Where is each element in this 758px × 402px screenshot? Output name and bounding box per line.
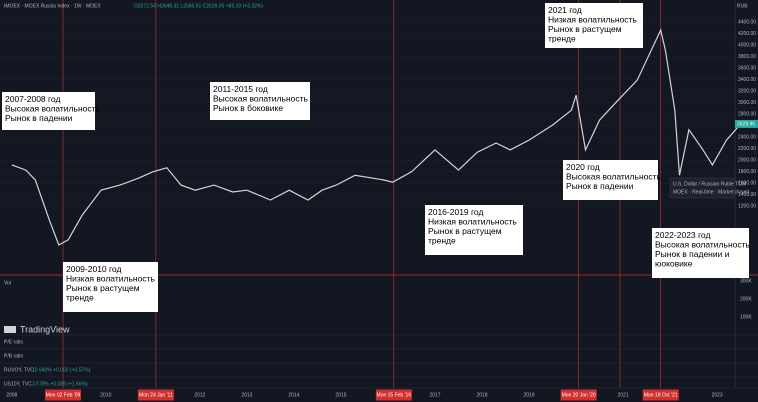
- indicator-name: RUVOY, TVC: [4, 367, 34, 373]
- annotation-text: Рынок в растущем: [428, 226, 502, 236]
- y-tick-label: 1800.00: [738, 169, 756, 175]
- annotation-text: 2016-2019 год: [428, 207, 483, 217]
- x-tick-label: 2018: [476, 392, 487, 398]
- x-tick-label: 2023: [712, 392, 723, 398]
- annotation-text: 2020 год: [566, 162, 600, 172]
- price-line: [11, 28, 742, 246]
- annotation-text: Низкая волатильность: [66, 274, 155, 284]
- annotation-text: Низкая волатильность: [428, 217, 517, 227]
- x-tick-label: 2008: [6, 392, 17, 398]
- y-tick-label: 3200.00: [738, 88, 756, 94]
- y-tick-label: 3000.00: [738, 100, 756, 106]
- last-price-bg: [735, 119, 758, 128]
- y-tick-label: 4200.00: [738, 31, 756, 37]
- annotation-text: Высокая волатильность: [655, 240, 751, 250]
- marker-label-bg: [375, 389, 412, 401]
- x-tick-label: 2021: [618, 392, 629, 398]
- annotation-box: [63, 262, 158, 312]
- y-tick-label: 3600.00: [738, 65, 756, 71]
- y-tick-label: 1400.00: [738, 192, 756, 198]
- annotation-text: Высокая волатильность: [213, 94, 309, 104]
- currency: RUB: [737, 3, 748, 9]
- symbol: IMOEX · MOEX Russia Index · 1W · MOEX: [4, 3, 101, 9]
- annotation-text: Рынок в падении: [566, 181, 634, 191]
- volume-tick: 100K: [740, 314, 752, 320]
- y-tick-label: 3400.00: [738, 77, 756, 83]
- annotation-box: [563, 160, 658, 200]
- y-tick-label: 4000.00: [738, 42, 756, 48]
- marker-label: Mon 15 Feb '16: [377, 392, 412, 398]
- indicator-name: US10Y, TVC: [4, 381, 32, 387]
- x-tick-label: 2014: [288, 392, 299, 398]
- x-tick-label: 2019: [523, 392, 534, 398]
- last-price: 2629.95: [737, 121, 755, 127]
- annotation-text: Рынок в боковике: [213, 103, 283, 113]
- marker-label-bg: [45, 389, 82, 401]
- annotation-text: юоковике: [655, 259, 693, 269]
- annotation-text: 2021 год: [548, 5, 582, 15]
- marker-label-bg: [560, 389, 597, 401]
- annotation-text: тренде: [548, 34, 576, 44]
- annotation-text: Высокая волатильность: [566, 172, 662, 182]
- ohlc: O2572.54 H2648.31 L2565.61 C2629.95 +85.…: [134, 3, 263, 9]
- annotation-text: Низкая волатильность: [548, 15, 637, 25]
- y-tick-label: 2400.00: [738, 135, 756, 141]
- x-tick-label: 2010: [100, 392, 111, 398]
- annotation-text: Рынок в растущем: [548, 24, 622, 34]
- annotation-box: [2, 92, 95, 130]
- branding: TradingView: [20, 324, 70, 334]
- annotation-text: 2009-2010 год: [66, 264, 121, 274]
- indicator-value: 3.578% +0.089 (+1.66%): [32, 381, 88, 387]
- annotation-box: [545, 3, 643, 48]
- annotation-text: 2007-2008 год: [5, 94, 60, 104]
- logo: [4, 326, 16, 333]
- volume-tick: 200K: [740, 296, 752, 302]
- y-tick-label: 3800.00: [738, 54, 756, 60]
- annotation-text: 2011-2015 год: [213, 84, 268, 94]
- annotation-text: 2022-2023 год: [655, 230, 710, 240]
- annotation-text: Рынок в падении и: [655, 249, 730, 259]
- annotation-box: [210, 82, 310, 120]
- x-tick-label: 2015: [335, 392, 346, 398]
- indicator-name: P/E ratio: [4, 339, 23, 345]
- annotation-text: тренде: [428, 236, 456, 246]
- y-tick-label: 4400.00: [738, 19, 756, 25]
- marker-label: Mon 02 Feb '09: [46, 392, 81, 398]
- annotation-box: [425, 205, 523, 255]
- annotation-text: Рынок в падении: [5, 113, 73, 123]
- marker-label: Mon 20 Jan '20: [562, 392, 596, 398]
- indicator-value: 10.940% +0.060 (+0.57%): [32, 367, 91, 373]
- y-tick-label: 2800.00: [738, 112, 756, 118]
- annotation-text: Рынок в растущем: [66, 283, 140, 293]
- y-tick-label: 1600.00: [738, 181, 756, 187]
- marker-label-bg: [642, 389, 679, 401]
- x-tick-label: 2013: [241, 392, 252, 398]
- marker-label: Mon 24 Jan '11: [139, 392, 173, 398]
- x-tick-label: 2012: [194, 392, 205, 398]
- annotation-text: Высокая волатильность: [5, 104, 101, 114]
- indicator-name: P/B ratio: [4, 353, 23, 359]
- info-text: MOEX · Real-time · Market closed: [673, 189, 749, 195]
- marker-label: Mon 18 Oct '21: [644, 392, 678, 398]
- y-tick-label: 2200.00: [738, 146, 756, 152]
- info-text: U.S. Dollar / Russian Ruble TOM: [673, 181, 746, 187]
- info-box: [669, 177, 736, 199]
- volume-label: Vol: [4, 280, 11, 286]
- marker-label-bg: [137, 389, 174, 401]
- y-tick-label: 2000.00: [738, 158, 756, 164]
- y-tick-label: 1200.00: [738, 204, 756, 210]
- volume-tick: 300K: [740, 278, 752, 284]
- x-tick-label: 2017: [429, 392, 440, 398]
- annotation-text: тренде: [66, 293, 94, 303]
- annotation-box: [652, 228, 749, 278]
